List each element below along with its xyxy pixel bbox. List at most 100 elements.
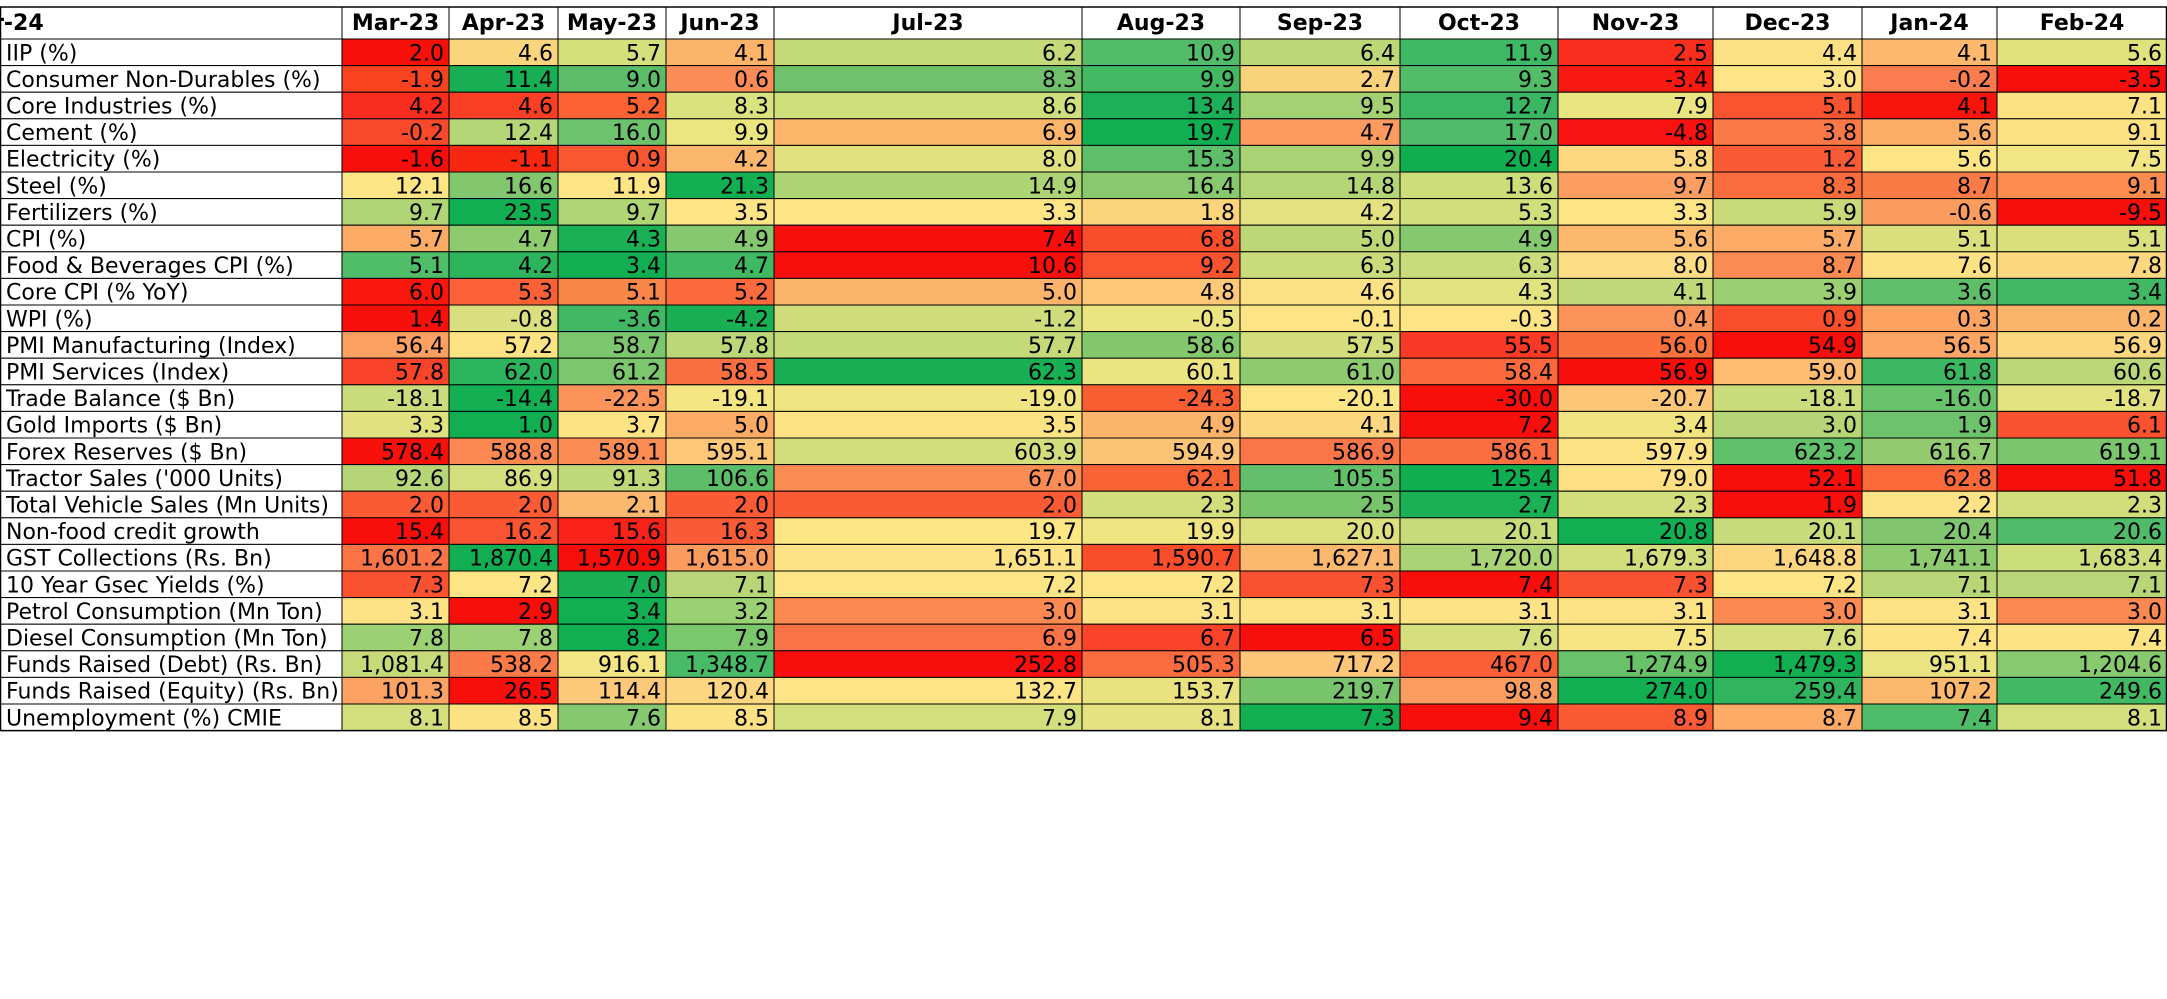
cell-value: 274.0 <box>1645 680 1708 705</box>
cell-value: 951.1 <box>1929 653 1992 678</box>
cell-value: 1,570.9 <box>577 547 661 572</box>
cell-value: 578.4 <box>381 440 444 465</box>
cell-value: 4.1 <box>1957 41 1992 66</box>
heatmap-cell <box>1239 277 1401 306</box>
heatmap-cell <box>1712 198 1863 226</box>
heatmap-cell <box>1712 38 1863 67</box>
cell-value: 0.4 <box>1673 307 1708 332</box>
cell-value: 249.6 <box>2099 680 2162 705</box>
heatmap-cell <box>773 676 1083 705</box>
heatmap-cell <box>448 384 559 412</box>
cell-value: 594.9 <box>1172 440 1235 465</box>
cell-value: 9.9 <box>734 121 769 146</box>
row-label-cell <box>0 224 343 253</box>
column-header: Aug-23 <box>1117 11 1205 36</box>
cell-value: 7.8 <box>2127 254 2162 279</box>
cell-value: 60.6 <box>2113 361 2162 386</box>
heatmap-cell <box>341 144 450 173</box>
cell-value: 105.5 <box>1332 467 1395 492</box>
cell-value: -24.3 <box>1178 387 1235 412</box>
cell-value: 114.4 <box>598 680 661 705</box>
cell-value: -16.0 <box>1935 387 1992 412</box>
cell-value: 9.2 <box>1200 254 1235 279</box>
cell-value: 20.1 <box>1504 520 1553 545</box>
heatmap-cell <box>1861 144 1998 173</box>
column-header: Jul-23 <box>890 11 963 36</box>
cell-value: 14.9 <box>1028 174 1077 199</box>
cell-value: 13.6 <box>1504 174 1553 199</box>
heatmap-cell <box>1557 331 1714 359</box>
column-header-cell <box>1996 6 2167 40</box>
heatmap-cell <box>773 65 1083 93</box>
heatmap-cell <box>1861 118 1998 146</box>
cell-value: 7.8 <box>409 627 444 652</box>
cell-value: 3.1 <box>1518 600 1553 625</box>
row-label: Trade Balance ($ Bn) <box>5 387 235 412</box>
heatmap-cell <box>448 490 559 519</box>
heatmap-cell <box>1399 251 1559 279</box>
cell-value: -3.4 <box>1665 68 1708 93</box>
heatmap-cell <box>1081 676 1241 705</box>
heatmap-cell <box>665 597 775 625</box>
heatmap-cell <box>1996 91 2167 120</box>
heatmap-cell <box>1239 676 1401 705</box>
row-label: Tractor Sales ('000 Units) <box>5 467 283 492</box>
heatmap-cell <box>1239 38 1401 67</box>
heatmap-cell <box>448 650 559 678</box>
cell-value: 62.1 <box>1186 467 1235 492</box>
cell-value: 2.7 <box>1518 494 1553 519</box>
heatmap-cell <box>1239 91 1401 120</box>
cell-value: 5.1 <box>1957 228 1992 253</box>
cell-value: 3.0 <box>1042 600 1077 625</box>
heatmap-cell <box>1557 198 1714 226</box>
cell-value: 7.2 <box>1200 573 1235 598</box>
row-label: Diesel Consumption (Mn Ton) <box>6 627 328 652</box>
cell-value: 916.1 <box>598 653 661 678</box>
cell-value: 3.4 <box>626 254 661 279</box>
cell-value: 9.9 <box>1360 148 1395 173</box>
row-label: GST Collections (Rs. Bn) <box>6 547 272 572</box>
heatmap-cell <box>665 384 775 412</box>
cell-value: 26.5 <box>504 680 553 705</box>
cell-value: 8.0 <box>1673 254 1708 279</box>
cell-value: -4.2 <box>726 307 769 332</box>
heatmap-cell <box>1557 410 1714 439</box>
row-label-cell <box>0 623 343 652</box>
cell-value: 10.9 <box>1186 41 1235 66</box>
cell-value: 125.4 <box>1490 467 1553 492</box>
heatmap-cell <box>1239 703 1401 732</box>
cell-value: 5.7 <box>626 41 661 66</box>
heatmap-cell <box>1399 144 1559 173</box>
heatmap-cell <box>1399 118 1559 146</box>
heatmap-cell <box>448 171 559 200</box>
cell-value: 5.6 <box>1673 228 1708 253</box>
cell-value: 8.5 <box>734 706 769 731</box>
cell-value: 5.6 <box>2127 41 2162 66</box>
heatmap-cell <box>1712 517 1863 545</box>
cell-value: 8.1 <box>409 706 444 731</box>
heatmap-cell <box>1557 38 1714 67</box>
column-header: Jun-23 <box>678 11 759 36</box>
cell-value: 12.1 <box>395 174 444 199</box>
row-label: CPI (%) <box>6 228 86 253</box>
cell-value: 16.2 <box>504 520 553 545</box>
cell-value: 132.7 <box>1014 680 1077 705</box>
heatmap-cell <box>1239 198 1401 226</box>
cell-value: 5.0 <box>734 414 769 439</box>
heatmap-cell <box>1399 543 1559 572</box>
cell-value: 7.4 <box>1957 706 1992 731</box>
row-label-cell <box>0 464 343 492</box>
cell-value: 15.6 <box>612 520 661 545</box>
cell-value: 67.0 <box>1028 467 1077 492</box>
cell-value: 595.1 <box>706 440 769 465</box>
cell-value: 3.1 <box>1673 600 1708 625</box>
cell-value: 6.9 <box>1042 121 1077 146</box>
cell-value: 3.5 <box>734 201 769 226</box>
cell-value: 11.9 <box>1504 41 1553 66</box>
cell-value: 6.0 <box>409 281 444 306</box>
cell-value: 2.7 <box>1360 68 1395 93</box>
heatmap-cell <box>773 517 1083 545</box>
row-label: 10 Year Gsec Yields (%) <box>6 573 265 598</box>
column-header-cell <box>1557 6 1714 40</box>
cell-value: 6.8 <box>1200 228 1235 253</box>
